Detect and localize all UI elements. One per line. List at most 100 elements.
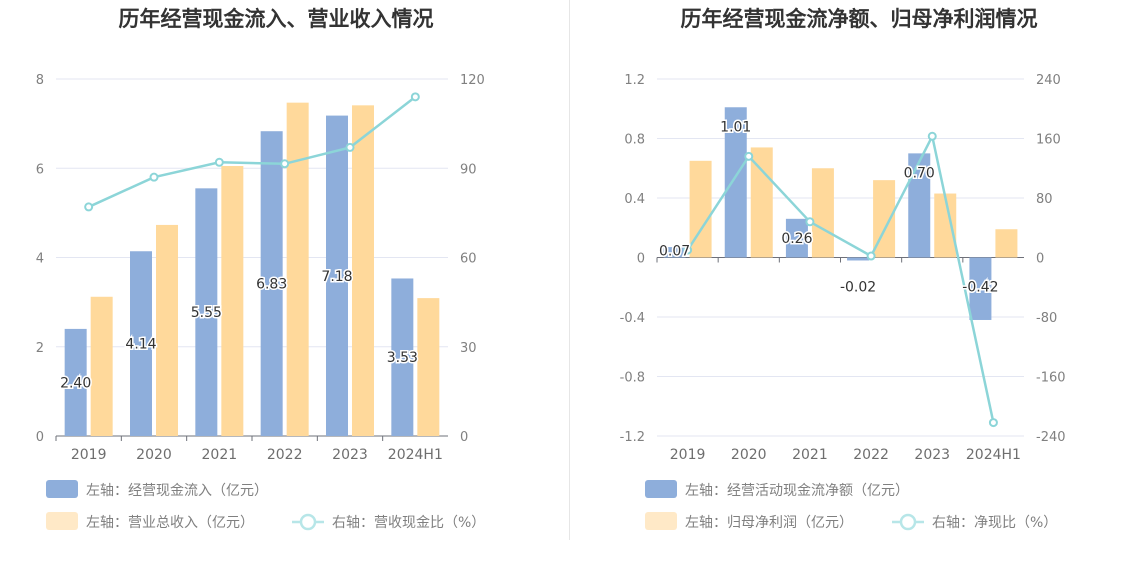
bar-左轴：经营活动现金流净额（亿元） xyxy=(785,218,808,258)
y-right-tick: -160 xyxy=(1036,371,1066,386)
y-left-tick: 0.8 xyxy=(624,133,645,148)
bar-左轴：归母净利润（亿元） xyxy=(811,168,834,258)
line-point xyxy=(214,157,224,167)
data-label: 4.14 xyxy=(125,337,156,353)
x-tick-label: 2020 xyxy=(136,447,172,463)
bar-左轴：归母净利润（亿元） xyxy=(750,147,773,258)
data-label: 7.18 xyxy=(321,269,352,285)
y-left-tick: 2 xyxy=(36,341,44,356)
right-chart-bars xyxy=(663,107,1018,320)
line-point xyxy=(988,418,998,428)
y-right-tick: 90 xyxy=(460,162,477,177)
y-right-tick: 120 xyxy=(460,73,485,88)
y-left-tick: -1.2 xyxy=(620,430,645,445)
legend-swatch-0 xyxy=(46,480,78,498)
legend-label-0: 左轴：经营活动现金流净额（亿元） xyxy=(685,483,909,499)
x-tick-label: 2021 xyxy=(202,447,238,463)
line-point xyxy=(805,217,815,227)
bar-左轴：经营现金流入（亿元） xyxy=(64,328,87,436)
left-chart-line xyxy=(84,92,420,212)
x-tick-label: 2021 xyxy=(792,447,828,463)
data-label: 0.07 xyxy=(659,244,690,260)
y-right-tick: 240 xyxy=(1036,73,1061,88)
y-left-tick: 0.4 xyxy=(624,192,645,207)
x-tick-label: 2020 xyxy=(731,447,767,463)
line-point xyxy=(410,92,420,102)
line-右轴：净现比（%） xyxy=(686,132,995,423)
right-chart-ticks: -1.2 -0.8 -0.4 0 0.4 0.8 1.2 -240 -160 -80 0 80 160 2… xyxy=(620,73,1066,463)
y-left-tick: 0 xyxy=(36,430,44,445)
right-chart-grid xyxy=(656,78,1024,437)
bar-左轴：经营现金流入（亿元） xyxy=(391,278,414,436)
right-chart-title: 历年经营现金流净额、归母净利润情况 xyxy=(681,7,1038,31)
data-label: 3.53 xyxy=(387,350,418,366)
x-tick-label: 2019 xyxy=(670,447,706,463)
data-label: 0.70 xyxy=(904,165,935,181)
line-point xyxy=(280,159,290,169)
x-tick-label: 2024H1 xyxy=(388,447,443,463)
legend-label-1: 左轴：归母净利润（亿元） xyxy=(685,514,853,531)
y-right-tick: 60 xyxy=(460,252,477,267)
y-left-tick: 4 xyxy=(36,252,44,267)
data-label: 0.26 xyxy=(781,231,812,247)
bar-左轴：经营现金流入（亿元） xyxy=(260,131,283,436)
right-chart-line xyxy=(683,131,998,428)
legend-swatch-1 xyxy=(46,512,78,530)
bar-左轴：经营活动现金流净额（亿元） xyxy=(908,153,931,258)
bar-左轴：经营活动现金流净额（亿元） xyxy=(663,247,686,258)
bar-左轴：经营活动现金流净额（亿元） xyxy=(847,257,870,261)
line-右轴：营收现金比（%） xyxy=(88,95,417,209)
data-label: -0.02 xyxy=(840,280,876,296)
bar-左轴：营业总收入（亿元） xyxy=(221,166,244,437)
y-left-tick: 0 xyxy=(637,252,645,267)
y-left-tick: 8 xyxy=(36,73,44,88)
x-tick-label: 2024H1 xyxy=(966,447,1021,463)
legend-label-1: 左轴：营业总收入（亿元） xyxy=(86,515,254,531)
x-tick-label: 2023 xyxy=(332,447,368,463)
y-right-tick: 160 xyxy=(1036,133,1061,148)
bar-左轴：营业总收入（亿元） xyxy=(352,105,374,437)
bar-左轴：归母净利润（亿元） xyxy=(689,160,712,258)
right-chart-panel: 历年经营现金流净额、归母净利润情况 -1.2 -0.8 -0.4 0 0.4 0.8 1.2… xyxy=(567,0,1134,582)
legend-swatch-2-marker xyxy=(299,513,317,531)
y-right-tick: 30 xyxy=(460,341,477,356)
bar-左轴：经营活动现金流净额（亿元） xyxy=(724,107,747,258)
line-point xyxy=(84,202,94,212)
y-right-tick: -80 xyxy=(1036,311,1057,326)
bar-左轴：归母净利润（亿元） xyxy=(934,193,957,258)
legend-label-0: 左轴：经营现金流入（亿元） xyxy=(86,483,268,499)
line-point xyxy=(345,142,355,152)
left-chart-grid xyxy=(55,78,448,441)
right-chart-legend[interactable]: 左轴：经营活动现金流净额（亿元） 左轴：归母净利润（亿元） 右轴：净现比（%） xyxy=(645,480,1057,531)
legend-swatch-2-marker xyxy=(899,513,917,531)
x-tick-label: 2022 xyxy=(267,447,303,463)
legend-swatch-1 xyxy=(645,512,677,530)
line-point xyxy=(149,172,159,182)
y-left-tick: 6 xyxy=(36,162,44,177)
line-point xyxy=(866,251,876,261)
legend-label-2: 右轴：净现比（%） xyxy=(932,515,1057,531)
data-label: -0.42 xyxy=(962,280,998,296)
left-chart-svg: 历年经营现金流入、营业收入情况 0 2 4 6 8 0 30 60 90 120 2019 2020 2… xyxy=(36,7,486,531)
x-tick-label: 2019 xyxy=(71,447,107,463)
y-right-tick: 80 xyxy=(1036,192,1053,207)
bar-左轴：经营活动现金流净额（亿元） xyxy=(969,257,992,320)
data-label: 6.83 xyxy=(256,277,287,293)
left-chart-bars xyxy=(64,102,440,437)
bar-左轴：营业总收入（亿元） xyxy=(286,102,309,437)
left-chart-legend[interactable]: 左轴：经营现金流入（亿元） 左轴：营业总收入（亿元） 右轴：营收现金比（%） xyxy=(46,480,485,531)
line-point xyxy=(744,151,754,161)
y-left-tick: 1.2 xyxy=(624,73,645,88)
right-chart-labels: 0.07 1.01 0.26 -0.02 0.70 -0.42 xyxy=(657,118,1000,297)
bar-左轴：营业总收入（亿元） xyxy=(156,224,178,436)
left-chart-panel: 历年经营现金流入、营业收入情况 0 2 4 6 8 0 30 60 90 120 2019 2020 2… xyxy=(36,7,486,531)
x-tick-label: 2022 xyxy=(853,447,889,463)
legend-swatch-0 xyxy=(645,480,677,498)
legend-label-2: 右轴：营收现金比（%） xyxy=(332,515,485,531)
line-point xyxy=(927,131,937,141)
x-tick-label: 2023 xyxy=(914,447,950,463)
bar-左轴：经营现金流入（亿元） xyxy=(326,115,348,436)
left-chart-ticks: 0 2 4 6 8 0 30 60 90 120 2019 2020 2021 2022 2023 2024H… xyxy=(36,73,485,463)
left-chart-title: 历年经营现金流入、营业收入情况 xyxy=(119,7,434,31)
right-chart-svg: 历年经营现金流净额、归母净利润情况 -1.2 -0.8 -0.4 0 0.4 0.8 1.2… xyxy=(620,7,1066,531)
